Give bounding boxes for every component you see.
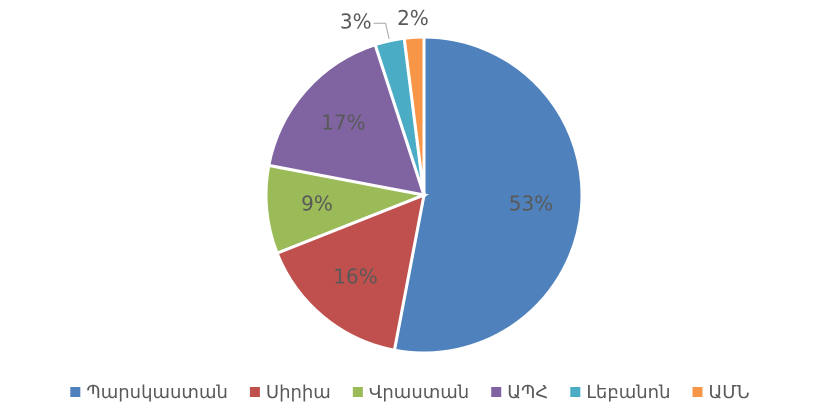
data-label: 9% (301, 192, 333, 216)
legend-label: ԱՄՆ (709, 382, 750, 403)
legend-swatch (570, 387, 581, 397)
legend: Պարսկաստան Սիրիա Վրաստան ԱՊՀ Լեբանոն ԱՄՆ (70, 382, 750, 403)
pie-slice (264, 163, 430, 256)
data-label: 16% (333, 264, 377, 288)
legend-label: Լեբանոն (586, 382, 670, 403)
legend-label: ԱՊՀ (507, 382, 548, 403)
legend-label: Սիրիա (266, 382, 331, 403)
pie-slice (392, 35, 584, 355)
data-label: 17% (321, 110, 365, 134)
pie-slice (275, 192, 426, 352)
legend-label: Պարսկաստան (86, 382, 228, 403)
data-label: 3% (340, 10, 372, 34)
data-label: 2% (397, 6, 429, 30)
pie-slice (267, 42, 427, 197)
pie-slice (402, 35, 426, 196)
legend-swatch (692, 387, 703, 397)
data-label: 53% (509, 192, 553, 216)
legend-swatch (352, 387, 363, 397)
legend-label: Վրաստան (369, 382, 469, 403)
legend-swatch (491, 387, 502, 397)
legend-swatch (70, 387, 81, 397)
legend-swatch (249, 387, 260, 397)
leader-line (373, 22, 390, 39)
